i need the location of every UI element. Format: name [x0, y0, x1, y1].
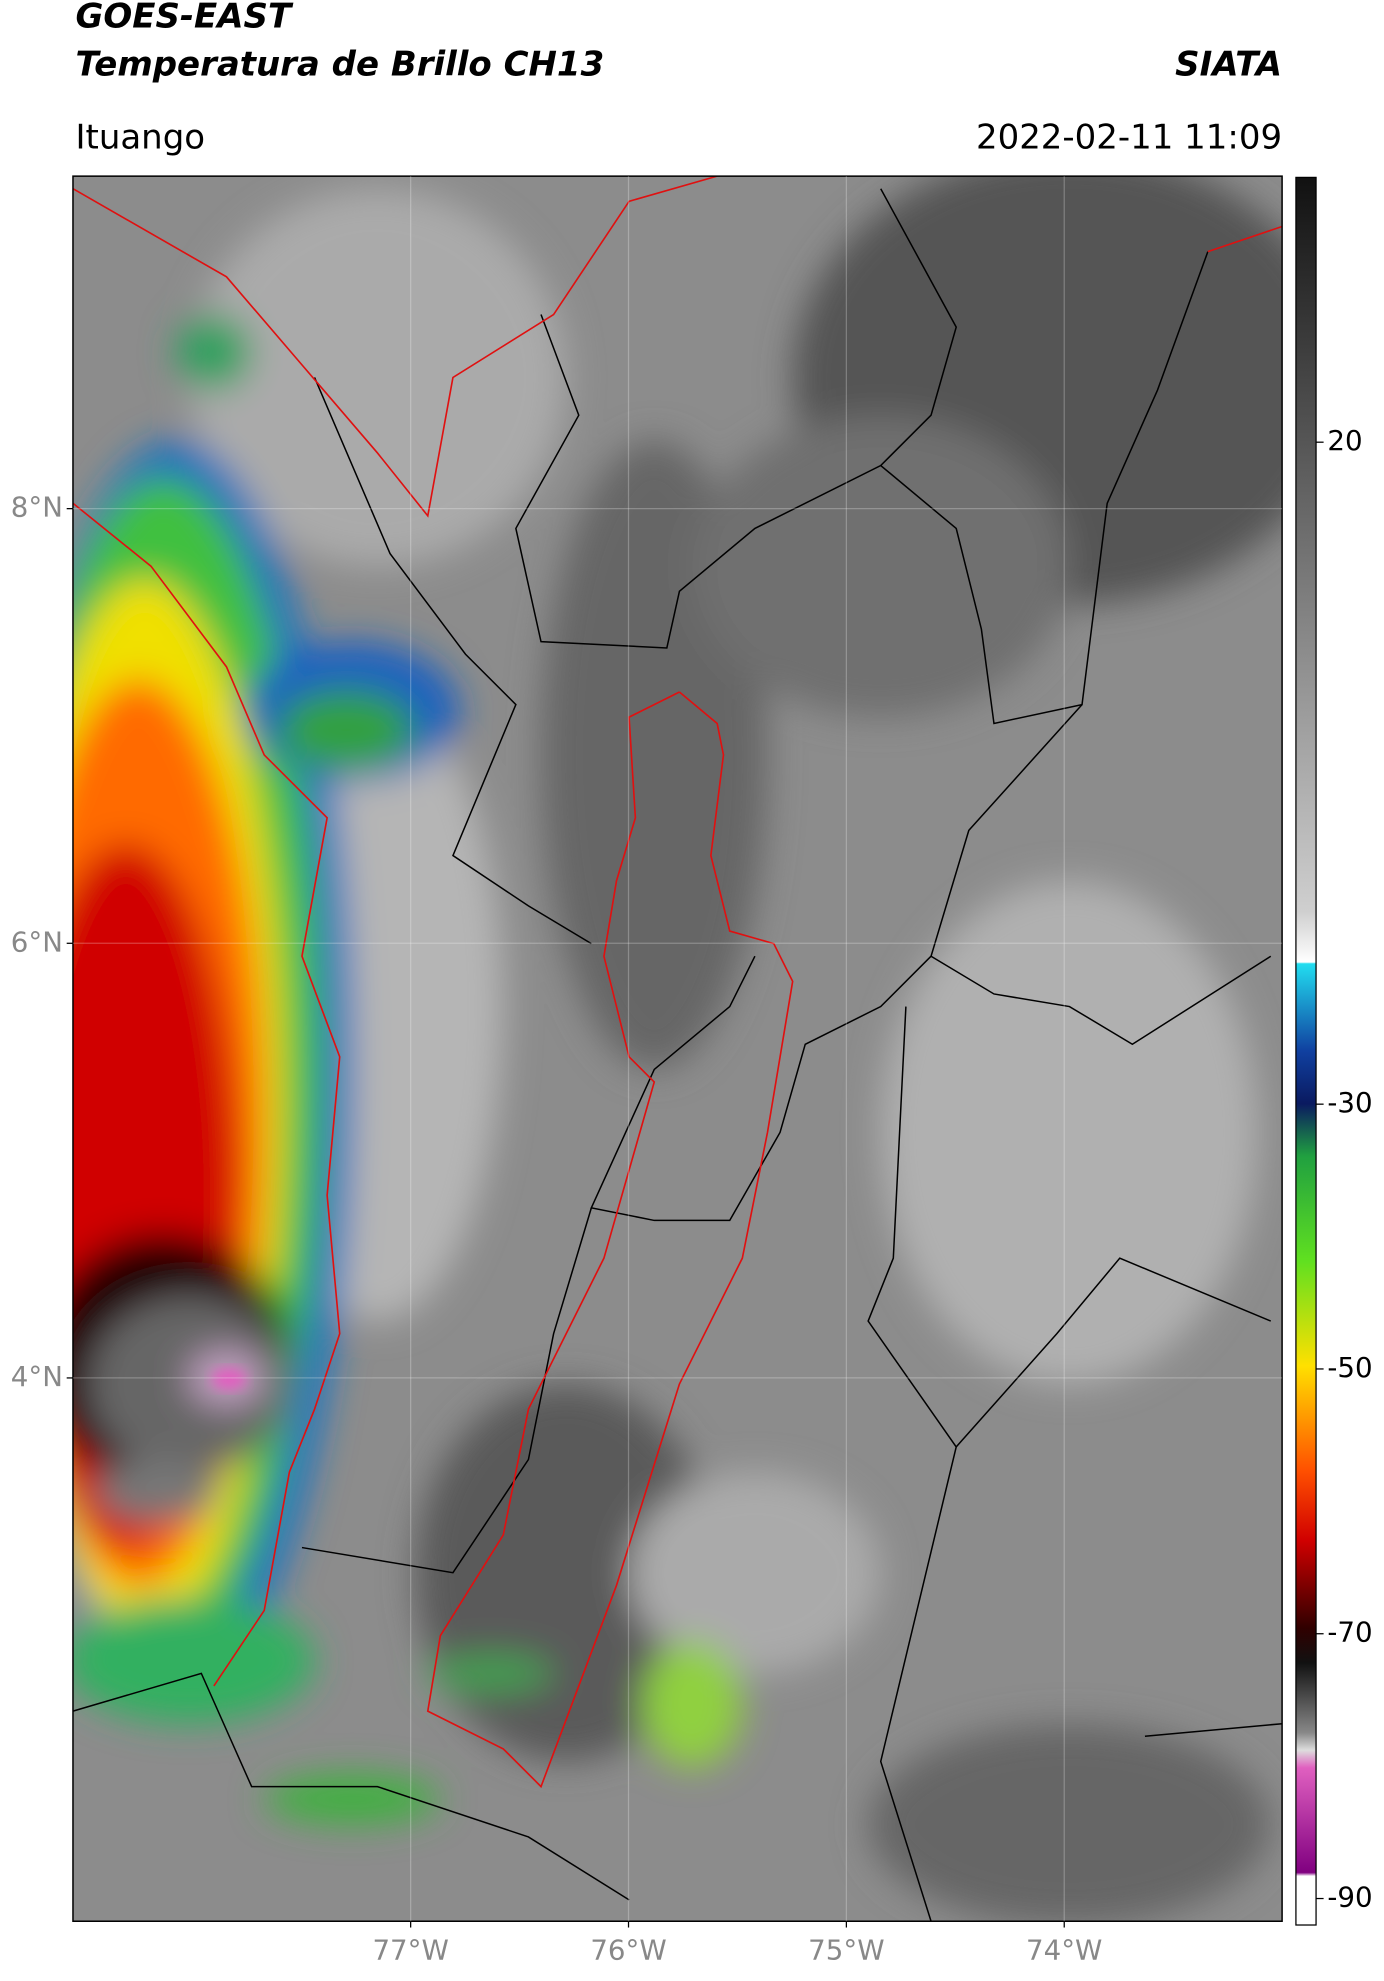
border — [590, 704, 1083, 1222]
x-tick-label: 74°W — [1026, 1933, 1102, 1966]
colorbar-tick-label: -50 — [1327, 1351, 1372, 1384]
border — [867, 1006, 958, 1922]
border — [72, 1672, 630, 1901]
location: Ituango — [75, 117, 205, 157]
colorbar — [1295, 176, 1317, 1926]
product: Temperatura de Brillo CH13 — [75, 44, 604, 84]
border — [515, 188, 958, 649]
x-tick-label: 76°W — [590, 1933, 666, 1966]
datetime: 2022-02-11 11:09 — [976, 117, 1282, 157]
x-tick-label: 75°W — [808, 1933, 884, 1966]
brand: SIATA — [1175, 44, 1282, 84]
coast — [72, 176, 718, 518]
y-tick-label: 4°N — [11, 1360, 63, 1393]
y-tick-label: 6°N — [11, 925, 63, 958]
border — [880, 251, 1209, 725]
coast — [72, 502, 341, 1687]
imagery-core — [211, 1367, 247, 1391]
x-tick-label: 77°W — [372, 1933, 448, 1966]
border — [313, 377, 592, 945]
borders — [72, 188, 1283, 1922]
map-frame — [72, 175, 1283, 1922]
colorbar-tick-label: 20 — [1327, 424, 1362, 457]
border — [930, 955, 1272, 1046]
coast — [1207, 225, 1283, 253]
y-tick-label: 8°N — [11, 491, 63, 524]
border — [955, 1257, 1272, 1448]
satellite: GOES-EAST — [75, 0, 293, 37]
map — [72, 176, 1283, 1922]
border — [301, 1207, 593, 1574]
axes: 77°W 76°W 75°W 74°W 8°N 6°N 4°N -90 -70 -50 -30 20 — [11, 176, 1373, 1966]
colorbar-tick-label: -30 — [1327, 1086, 1372, 1119]
red-outlines — [72, 176, 1283, 1789]
ituango-region — [426, 691, 794, 1789]
border — [1144, 1722, 1283, 1738]
colorbar-tick-label: -70 — [1327, 1616, 1372, 1649]
colorbar-tick-label: -90 — [1327, 1881, 1372, 1914]
